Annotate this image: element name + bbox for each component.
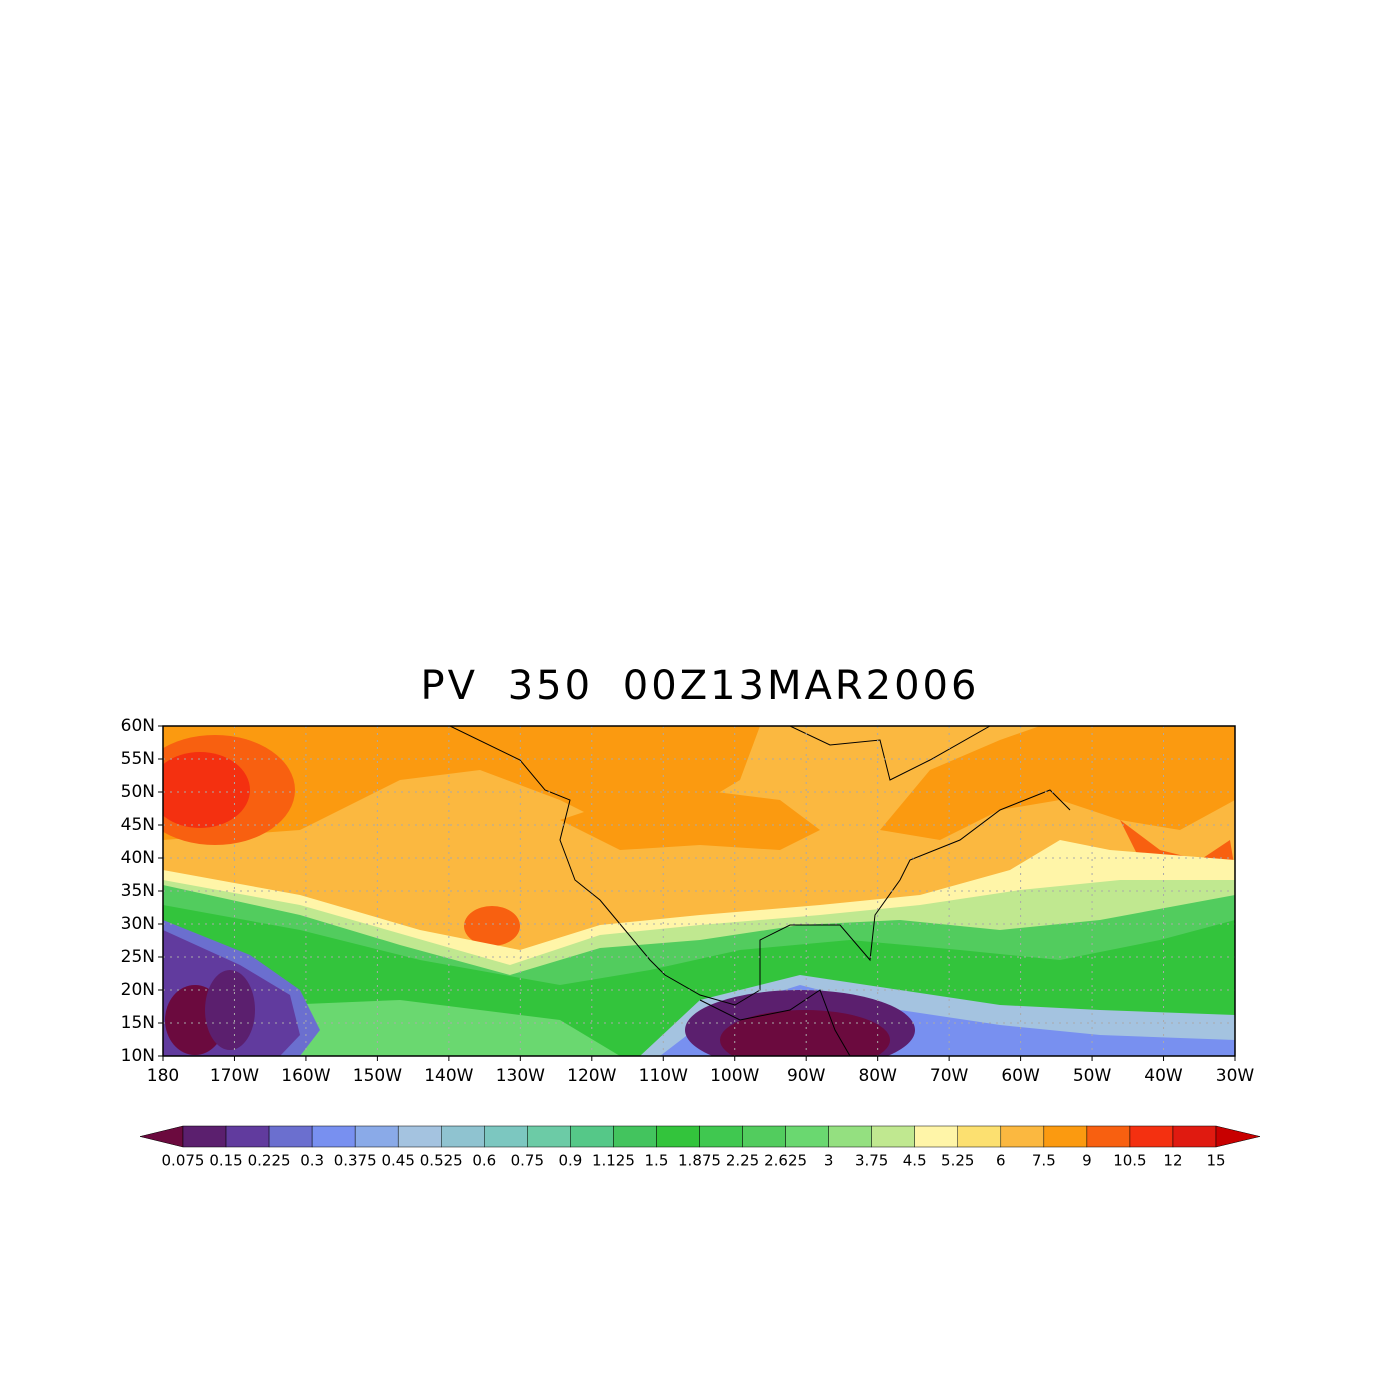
colorbar-box	[828, 1125, 872, 1148]
colorbar-label: 7.5	[1032, 1152, 1056, 1170]
field-region	[720, 1010, 890, 1056]
colorbar-label: 0.75	[511, 1152, 544, 1170]
y-tick-label: 25N	[121, 947, 155, 967]
field-region	[163, 752, 250, 828]
colorbar-box	[1172, 1125, 1217, 1148]
colorbar-box	[441, 1125, 485, 1148]
colorbar-label: 0.075	[162, 1152, 205, 1170]
x-tick-label: 110W	[639, 1066, 688, 1086]
colorbar-label: 0.375	[334, 1152, 377, 1170]
colorbar-label: 9	[1082, 1152, 1092, 1170]
x-tick-label: 50W	[1073, 1066, 1112, 1086]
colorbar-box	[785, 1125, 829, 1148]
colorbar-label: 0.525	[420, 1152, 463, 1170]
field-region	[205, 970, 255, 1050]
colorbar-label: 2.625	[764, 1152, 807, 1170]
colorbar-box	[570, 1125, 614, 1148]
colorbar-box	[1086, 1125, 1131, 1148]
colorbar-label: 0.3	[300, 1152, 324, 1170]
x-tick-label: 130W	[496, 1066, 545, 1086]
colorbar-label: 4.5	[903, 1152, 927, 1170]
colorbar-box	[354, 1125, 399, 1148]
x-tick-label: 120W	[567, 1066, 616, 1086]
y-tick-label: 40N	[121, 848, 155, 868]
coastline	[699, 989, 851, 1056]
x-tick-label: 90W	[787, 1066, 826, 1086]
colorbar-box	[613, 1125, 657, 1148]
colorbar-label: 6	[996, 1152, 1006, 1170]
x-tick-label: 60W	[1001, 1066, 1040, 1086]
x-tick-label: 180	[147, 1066, 179, 1086]
y-tick-label: 20N	[121, 980, 155, 1000]
colorbar-label: 3	[824, 1152, 834, 1170]
colorbar-label: 1.125	[592, 1152, 635, 1170]
colorbar-label: 10.5	[1113, 1152, 1146, 1170]
colorbar-box	[1043, 1125, 1088, 1148]
colorbar-box	[656, 1125, 700, 1148]
colorbar-label: 0.6	[472, 1152, 496, 1170]
colorbar-label: 0.15	[209, 1152, 242, 1170]
y-tick-label: 35N	[121, 881, 155, 901]
field-region	[464, 906, 520, 946]
colorbar-label: 0.45	[382, 1152, 415, 1170]
colorbar-label: 0.225	[248, 1152, 291, 1170]
colorbar-box	[914, 1125, 958, 1148]
colorbar-label: 0.9	[558, 1152, 582, 1170]
colorbar-label: 5.25	[941, 1152, 974, 1170]
x-tick-label: 100W	[710, 1066, 759, 1086]
y-tick-label: 10N	[121, 1046, 155, 1066]
colorbar-box	[225, 1125, 270, 1148]
colorbar-end	[139, 1125, 184, 1148]
colorbar-box	[1129, 1125, 1174, 1148]
x-tick-label: 160W	[281, 1066, 330, 1086]
colorbar-label: 3.75	[855, 1152, 888, 1170]
colorbar-box	[397, 1125, 442, 1148]
colorbar-box	[527, 1125, 571, 1148]
y-tick-label: 50N	[121, 782, 155, 802]
colorbar-box	[182, 1125, 227, 1148]
x-tick-label: 80W	[858, 1066, 897, 1086]
colorbar-label: 1.5	[645, 1152, 669, 1170]
colorbar-box	[484, 1125, 528, 1148]
x-tick-label: 70W	[930, 1066, 969, 1086]
colorbar-box	[699, 1125, 743, 1148]
field-region	[880, 726, 1235, 840]
x-tick-label: 150W	[353, 1066, 402, 1086]
y-tick-label: 30N	[121, 914, 155, 934]
y-tick-label: 60N	[121, 716, 155, 736]
colorbar-label: 15	[1206, 1152, 1225, 1170]
colorbar-box	[957, 1125, 1002, 1148]
colorbar-box	[1000, 1125, 1045, 1148]
x-tick-label: 170W	[210, 1066, 259, 1086]
colorbar-box	[311, 1125, 356, 1148]
coastline	[449, 726, 1071, 1006]
y-tick-label: 15N	[121, 1013, 155, 1033]
y-tick-label: 45N	[121, 815, 155, 835]
colorbar-label: 1.875	[678, 1152, 721, 1170]
x-tick-label: 140W	[424, 1066, 473, 1086]
colorbar-box	[742, 1125, 786, 1148]
colorbar-box	[268, 1125, 313, 1148]
y-tick-label: 55N	[121, 749, 155, 769]
colorbar-label: 12	[1163, 1152, 1182, 1170]
colorbar-label: 2.25	[726, 1152, 759, 1170]
x-tick-label: 30W	[1216, 1066, 1255, 1086]
colorbar-end	[1215, 1125, 1261, 1148]
map-title: PV 350 00Z13MAR2006	[421, 663, 980, 709]
field-region	[560, 790, 820, 850]
field	[163, 726, 1235, 1056]
colorbar-box	[871, 1125, 915, 1148]
x-tick-label: 40W	[1144, 1066, 1183, 1086]
